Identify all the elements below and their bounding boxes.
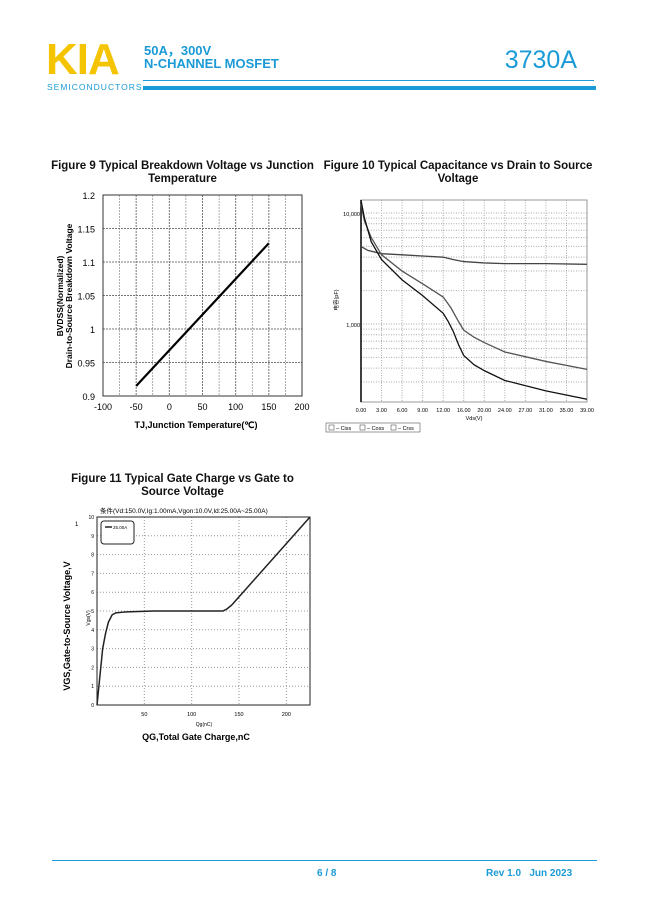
- y-tick-label: 1.05: [77, 292, 95, 302]
- y-tick-label: 3: [91, 647, 94, 653]
- legend-label-ciss: – Ciss: [336, 426, 352, 432]
- x-tick-label: 35.00: [560, 408, 574, 414]
- legend-label: 25.00A: [113, 525, 127, 530]
- inner-y-label: Vgs(V): [86, 610, 92, 626]
- x-tick-label: 39.00: [580, 408, 594, 414]
- x-tick-label: 50: [141, 712, 147, 718]
- device-type: N-CHANNEL MOSFET: [144, 56, 279, 71]
- x-tick-label: 12.00: [436, 408, 450, 414]
- y-tick-label: 1: [90, 325, 95, 335]
- y-tick-label: 10: [88, 515, 94, 521]
- figure10-title: Figure 10 Typical Capacitance vs Drain t…: [323, 160, 593, 185]
- page-number: 6 / 8: [317, 868, 337, 879]
- y-tick-label: 1.2: [82, 191, 95, 201]
- series-coss: [360, 204, 588, 371]
- part-number: 3730A: [504, 46, 577, 74]
- plot-frame: [96, 516, 311, 706]
- x-tick-label: -100: [94, 402, 112, 412]
- legend-checkbox-crss: [390, 424, 397, 431]
- y-tick-label: 5: [91, 609, 94, 615]
- x-tick-label: 150: [261, 402, 276, 412]
- y-tick-label: 0.95: [77, 359, 95, 369]
- stray-mark: 1: [75, 522, 79, 528]
- figure9-title: Figure 9 Typical Breakdown Voltage vs Ju…: [51, 160, 314, 185]
- y-tick-label: 9: [91, 534, 94, 540]
- inner-x-label: Qg(nC): [196, 722, 213, 728]
- x-tick-label: -50: [130, 402, 143, 412]
- x-tick-label: 100: [228, 402, 243, 412]
- x-axis-label: QG,Total Gate Charge,nC: [142, 732, 250, 742]
- data-line: [96, 516, 311, 706]
- legend-checkbox-coss: [359, 424, 366, 431]
- test-conditions: 条件(Vd:150.0V,Ig:1.00mA,Vgon:10.0V,Id:25.…: [100, 506, 268, 515]
- x-tick-label: 0.00: [356, 408, 367, 414]
- y-tick-label: 10,000: [343, 212, 360, 218]
- x-axis-label: TJ,Junction Temperature(℃): [135, 420, 258, 430]
- x-tick-label: 50: [197, 402, 207, 412]
- x-tick-label: 24.00: [498, 408, 512, 414]
- y-tick-label: 1,000: [346, 323, 360, 329]
- spec-rating: 50A，300V: [144, 43, 212, 58]
- y-axis-label-1: BVDSS(Normalized): [55, 255, 65, 336]
- y-tick-label: 0: [91, 703, 94, 709]
- legend-label-coss: – Coss: [367, 426, 384, 432]
- header-divider: [143, 80, 594, 81]
- y-tick-label: 0.9: [82, 392, 95, 402]
- x-tick-label: 3.00: [376, 408, 387, 414]
- x-tick-label: 9.00: [417, 408, 428, 414]
- legend-label-crss: – Crss: [398, 426, 414, 432]
- y-tick-label: 1.15: [77, 225, 95, 235]
- y-tick-label: 1: [91, 684, 94, 690]
- legend-checkbox-ciss: [328, 424, 335, 431]
- header-bar: [143, 86, 596, 90]
- y-tick-label: 1.1: [82, 258, 95, 268]
- x-tick-label: 100: [187, 712, 196, 718]
- legend-box: [325, 422, 421, 433]
- data-line: [135, 242, 270, 387]
- y-axis-label: 电容(pF): [332, 289, 340, 310]
- revision-date: Rev 1.0 Jun 2023: [486, 868, 573, 879]
- x-tick-label: 200: [282, 712, 291, 718]
- series-crss: [360, 200, 588, 400]
- logo-subtitle: SEMICONDUCTORS: [47, 82, 143, 92]
- x-axis-label: Vds(V): [466, 416, 483, 422]
- x-tick-label: 200: [294, 402, 309, 412]
- figure11-title: Figure 11 Typical Gate Charge vs Gate to…: [71, 473, 294, 498]
- plot-frame: [102, 194, 303, 397]
- y-tick-label: 6: [91, 590, 94, 596]
- series-ciss: [360, 245, 588, 265]
- kia-logo: KIA: [46, 35, 120, 84]
- y-tick-label: 2: [91, 665, 94, 671]
- y-axis-label: VGS,Gate-to-Source Voltage,V: [62, 561, 72, 690]
- x-tick-label: 20.00: [477, 408, 491, 414]
- x-tick-label: 16.00: [457, 408, 471, 414]
- y-tick-label: 4: [91, 628, 94, 634]
- x-tick-label: 150: [234, 712, 243, 718]
- x-tick-label: 6.00: [397, 408, 408, 414]
- footer-divider: [52, 860, 597, 861]
- y-axis-label-2: Drain-to-Source Breakdown Voltage: [64, 223, 74, 368]
- y-tick-label: 7: [91, 571, 94, 577]
- x-tick-label: 31.00: [539, 408, 553, 414]
- y-tick-label: 8: [91, 553, 94, 559]
- x-tick-label: 27.00: [518, 408, 532, 414]
- x-tick-label: 0: [167, 402, 172, 412]
